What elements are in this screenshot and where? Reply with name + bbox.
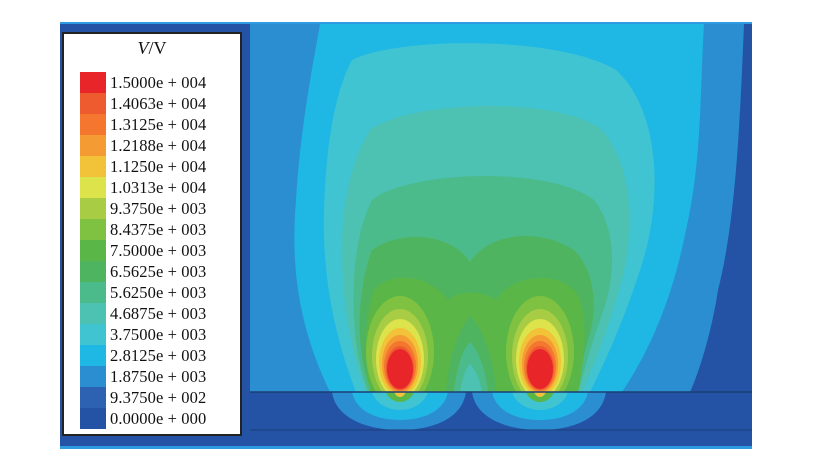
legend-label: 1.0313e + 004 <box>110 177 207 197</box>
legend-swatch <box>80 177 106 198</box>
legend-entry: 1.2188e + 004 <box>80 135 206 156</box>
legend-label: 1.1250e + 004 <box>110 156 207 176</box>
legend-swatch <box>80 261 106 282</box>
legend-label: 1.5000e + 004 <box>110 72 207 92</box>
legend-swatch <box>80 156 106 177</box>
left-substrate-contours <box>332 392 466 430</box>
legend-entry: 6.5625e + 003 <box>80 261 206 282</box>
frame-bottom-line <box>60 446 752 449</box>
legend-entry: 3.7500e + 003 <box>80 324 206 345</box>
legend-label: 6.5625e + 003 <box>110 261 207 281</box>
legend-swatch <box>80 135 106 156</box>
legend-swatch <box>80 387 106 408</box>
legend-label: 8.4375e + 003 <box>110 219 207 239</box>
legend-label: 1.4063e + 004 <box>110 93 207 113</box>
legend-entry: 7.5000e + 003 <box>80 240 206 261</box>
legend-entry: 0.0000e + 000 <box>80 408 206 429</box>
legend-entry: 1.0313e + 004 <box>80 177 206 198</box>
legend-title-unit: /V <box>148 38 167 58</box>
legend-label: 1.2188e + 004 <box>110 135 207 155</box>
legend-entry: 1.3125e + 004 <box>80 114 206 135</box>
legend-swatch <box>80 345 106 366</box>
legend-entry: 1.8750e + 003 <box>80 366 206 387</box>
legend-entry: 2.8125e + 003 <box>80 345 206 366</box>
legend-entry: 5.6250e + 003 <box>80 282 206 303</box>
legend-swatch <box>80 324 106 345</box>
legend-swatch <box>80 198 106 219</box>
left-electrode-contours <box>366 296 434 408</box>
legend-label: 7.5000e + 003 <box>110 240 207 260</box>
legend-swatch <box>80 72 106 93</box>
legend-label: 9.3750e + 003 <box>110 198 207 218</box>
legend-label: 1.3125e + 004 <box>110 114 207 134</box>
legend-label: 1.8750e + 003 <box>110 366 207 386</box>
legend-label: 5.6250e + 003 <box>110 282 207 302</box>
legend-entry: 9.3750e + 003 <box>80 198 206 219</box>
legend-swatch <box>80 93 106 114</box>
legend-label: 2.8125e + 003 <box>110 345 207 365</box>
legend-label: 0.0000e + 000 <box>110 408 207 428</box>
legend-title-variable: V <box>137 38 149 58</box>
right-electrode-contours <box>506 296 574 408</box>
legend-label: 3.7500e + 003 <box>110 324 207 344</box>
color-legend: V/V 1.5000e + 004 1.4063e + 004 1.3125e + … <box>62 32 242 436</box>
legend-swatch <box>80 219 106 240</box>
legend-label: 4.6875e + 003 <box>110 303 207 323</box>
legend-entry: 1.4063e + 004 <box>80 93 206 114</box>
legend-entry: 1.1250e + 004 <box>80 156 206 177</box>
legend-swatch <box>80 303 106 324</box>
legend-entry: 8.4375e + 003 <box>80 219 206 240</box>
legend-entry: 9.3750e + 002 <box>80 387 206 408</box>
contour-dip-core <box>460 364 482 392</box>
legend-swatch <box>80 366 106 387</box>
legend-entry: 4.6875e + 003 <box>80 303 206 324</box>
legend-swatch <box>80 114 106 135</box>
frame-top-line <box>60 22 752 25</box>
legend-swatch <box>80 240 106 261</box>
legend-label: 9.3750e + 002 <box>110 387 207 407</box>
legend-entry: 1.5000e + 004 <box>80 72 206 93</box>
right-substrate-contours <box>472 392 606 430</box>
legend-swatch <box>80 408 106 429</box>
legend-title: V/V <box>64 38 240 59</box>
legend-swatch <box>80 282 106 303</box>
